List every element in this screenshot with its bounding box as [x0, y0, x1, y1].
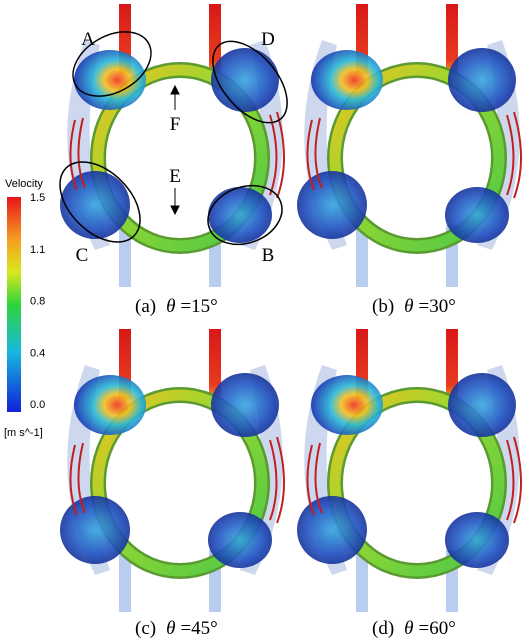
- figure: A D F E C B Velocity [m s^-1] 1.5 1.1 0.8 0…: [0, 0, 532, 639]
- theta-symbol: θ: [166, 618, 175, 639]
- label-f: F: [170, 114, 181, 135]
- colorbar-tick-label: 1.5: [30, 192, 45, 204]
- arrowhead: [171, 86, 179, 94]
- panel-caption: (d) θ =60°: [372, 618, 456, 639]
- panel-caption: (b) θ =30°: [372, 296, 456, 317]
- panel-c: [60, 329, 284, 612]
- angle-value: =45°: [180, 618, 217, 639]
- label-c: C: [76, 245, 89, 266]
- theta-symbol: θ: [404, 618, 413, 639]
- theta-symbol: θ: [404, 296, 413, 317]
- colorbar-tick-label: 1.1: [30, 244, 45, 256]
- panel-d: [297, 329, 521, 612]
- colorbar: [7, 197, 21, 412]
- colorbar-tick-label: 0.0: [30, 399, 45, 411]
- label-b: B: [262, 245, 275, 266]
- angle-value: =60°: [419, 618, 456, 639]
- panel-caption: (c) θ=45°: [135, 618, 218, 639]
- captions: (a)θ=15°(b)θ=30°(c)θ=45°(d)θ=60°: [135, 296, 456, 639]
- panel-label: (c): [135, 618, 156, 639]
- angle-value: =30°: [419, 296, 456, 317]
- arrows: [171, 86, 179, 214]
- angle-value: =15°: [180, 296, 217, 317]
- colorbar-title: Velocity: [5, 178, 43, 190]
- panel-label: (d): [372, 618, 394, 639]
- panel-label: (a): [135, 296, 156, 317]
- colorbar-ticks: 1.5 1.1 0.8 0.4 0.0: [30, 192, 45, 411]
- label-d: D: [261, 29, 275, 50]
- theta-symbol: θ: [166, 296, 175, 317]
- label-e: E: [169, 166, 181, 187]
- colorbar-unit: [m s^-1]: [4, 427, 43, 439]
- colorbar-tick-label: 0.8: [30, 296, 45, 308]
- panel-caption: (a) θ=15°: [135, 296, 218, 317]
- panel-b: [297, 4, 521, 287]
- label-a: A: [81, 29, 95, 50]
- panel-label: (b): [372, 296, 394, 317]
- arrowhead: [171, 206, 179, 214]
- colorbar-tick-label: 0.4: [30, 347, 45, 359]
